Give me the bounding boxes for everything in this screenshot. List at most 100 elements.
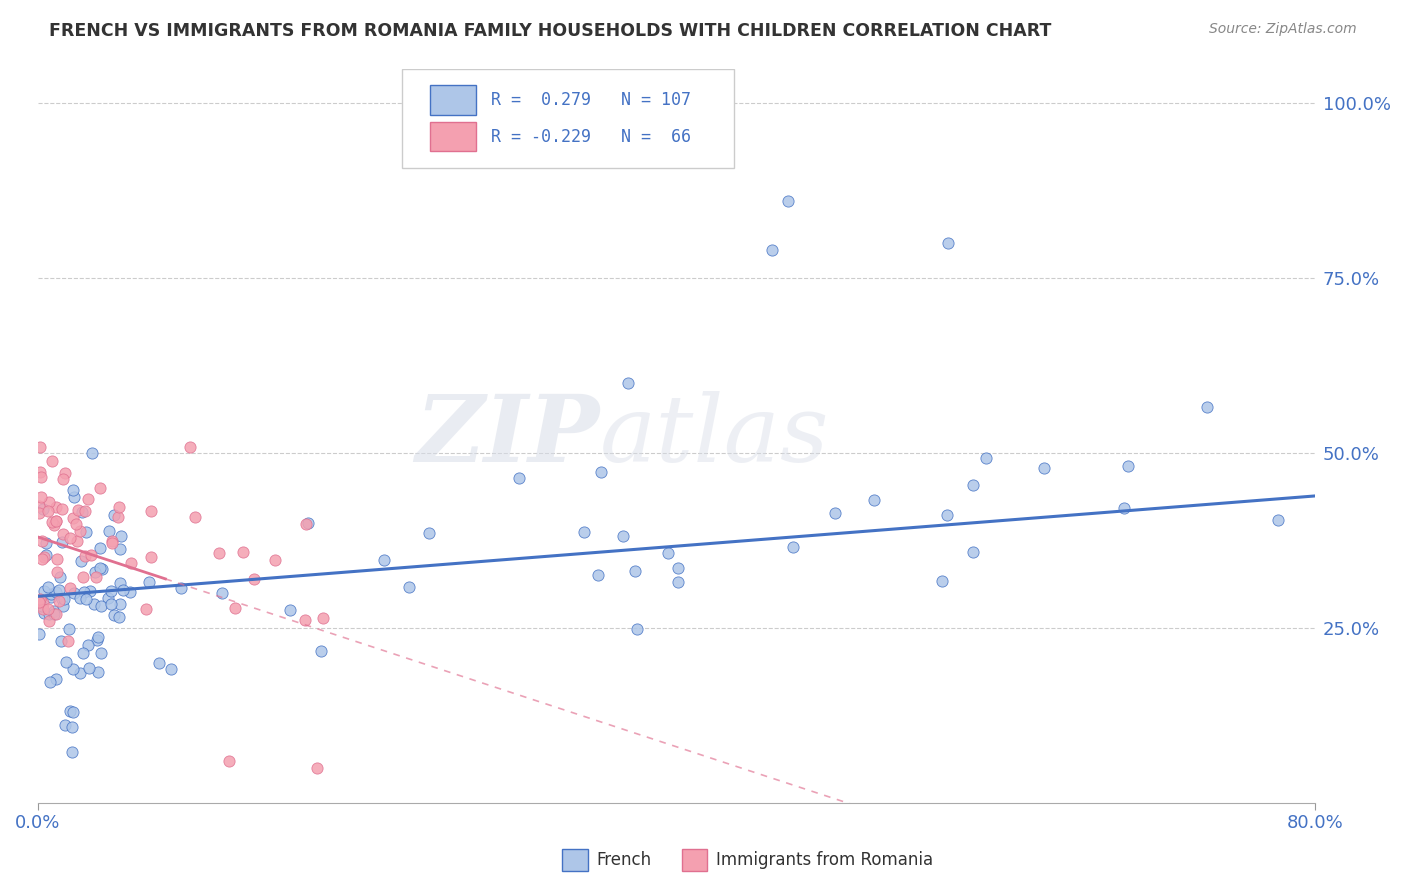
Point [77, 638, 100, 652]
Point [776, 194, 799, 209]
Point [32, 584, 55, 599]
Point [224, 601, 246, 615]
Point [49, 569, 72, 583]
Point [89, 541, 111, 555]
Point [179, 440, 201, 454]
Point [666, 560, 689, 574]
Point [38, 495, 60, 509]
Point [65, 516, 87, 531]
Point [418, 526, 440, 541]
Point [76, 491, 98, 506]
Point [51, 501, 73, 516]
Point [305, 761, 328, 775]
Point [373, 553, 395, 567]
Point [41, 454, 63, 468]
Point [101, 536, 124, 550]
Point [311, 611, 333, 625]
Point [52, 599, 75, 613]
Point [100, 583, 122, 598]
Point [62, 705, 84, 719]
Point [612, 529, 634, 543]
Point [45, 514, 67, 528]
Point [53, 718, 76, 732]
Point [107, 510, 129, 524]
FancyBboxPatch shape [430, 86, 475, 115]
Point [120, 556, 142, 570]
Point [1112, 500, 1135, 515]
Point [69, 591, 91, 605]
Point [56, 634, 79, 648]
Point [83, 598, 105, 612]
Point [624, 564, 647, 578]
Point [103, 508, 125, 522]
Point [263, 553, 285, 567]
Point [62, 586, 84, 600]
Point [936, 236, 959, 251]
Point [75, 592, 97, 607]
Point [62, 663, 84, 677]
Point [42, 607, 65, 622]
Point [101, 533, 124, 548]
Point [97, 591, 120, 605]
Point [59, 581, 82, 595]
Point [761, 244, 783, 258]
Point [84, 570, 107, 584]
Point [586, 568, 609, 582]
Point [112, 583, 135, 598]
Point [30, 490, 52, 504]
Point [294, 613, 316, 627]
Point [936, 508, 959, 522]
Point [30, 469, 52, 483]
Point [69, 524, 91, 538]
Point [42, 518, 65, 533]
Point [52, 527, 75, 541]
Point [45, 565, 67, 579]
Point [51, 535, 73, 549]
Point [1197, 401, 1219, 415]
Point [90, 562, 112, 576]
Point [666, 575, 689, 590]
Point [139, 550, 162, 565]
Point [931, 574, 953, 588]
Point [73, 504, 96, 518]
Point [62, 510, 84, 524]
Point [73, 549, 96, 563]
Point [218, 754, 240, 768]
Point [28, 440, 51, 454]
Point [31, 534, 53, 549]
Point [309, 644, 332, 658]
Point [53, 467, 76, 481]
Point [35, 535, 58, 549]
Text: atlas: atlas [599, 391, 830, 481]
Point [862, 493, 884, 508]
Point [89, 481, 111, 495]
Point [31, 596, 53, 610]
Point [100, 598, 122, 612]
Text: Source: ZipAtlas.com: Source: ZipAtlas.com [1209, 22, 1357, 37]
Point [70, 554, 93, 568]
Point [626, 622, 648, 636]
Text: ZIP: ZIP [415, 391, 599, 481]
Point [1033, 461, 1056, 475]
Text: French: French [596, 851, 651, 869]
Point [90, 599, 112, 613]
FancyBboxPatch shape [430, 122, 475, 152]
Point [657, 546, 679, 560]
Point [617, 376, 640, 391]
Point [28, 626, 51, 640]
FancyBboxPatch shape [402, 69, 734, 168]
Point [73, 585, 96, 599]
Point [72, 570, 94, 584]
Point [45, 500, 67, 514]
Point [75, 524, 97, 539]
Point [37, 601, 59, 615]
Point [28, 595, 51, 609]
Point [32, 550, 55, 565]
Point [60, 745, 83, 759]
Point [208, 546, 231, 560]
Point [45, 585, 67, 599]
Point [589, 466, 612, 480]
Point [32, 602, 55, 616]
Point [572, 524, 595, 539]
Point [38, 614, 60, 628]
